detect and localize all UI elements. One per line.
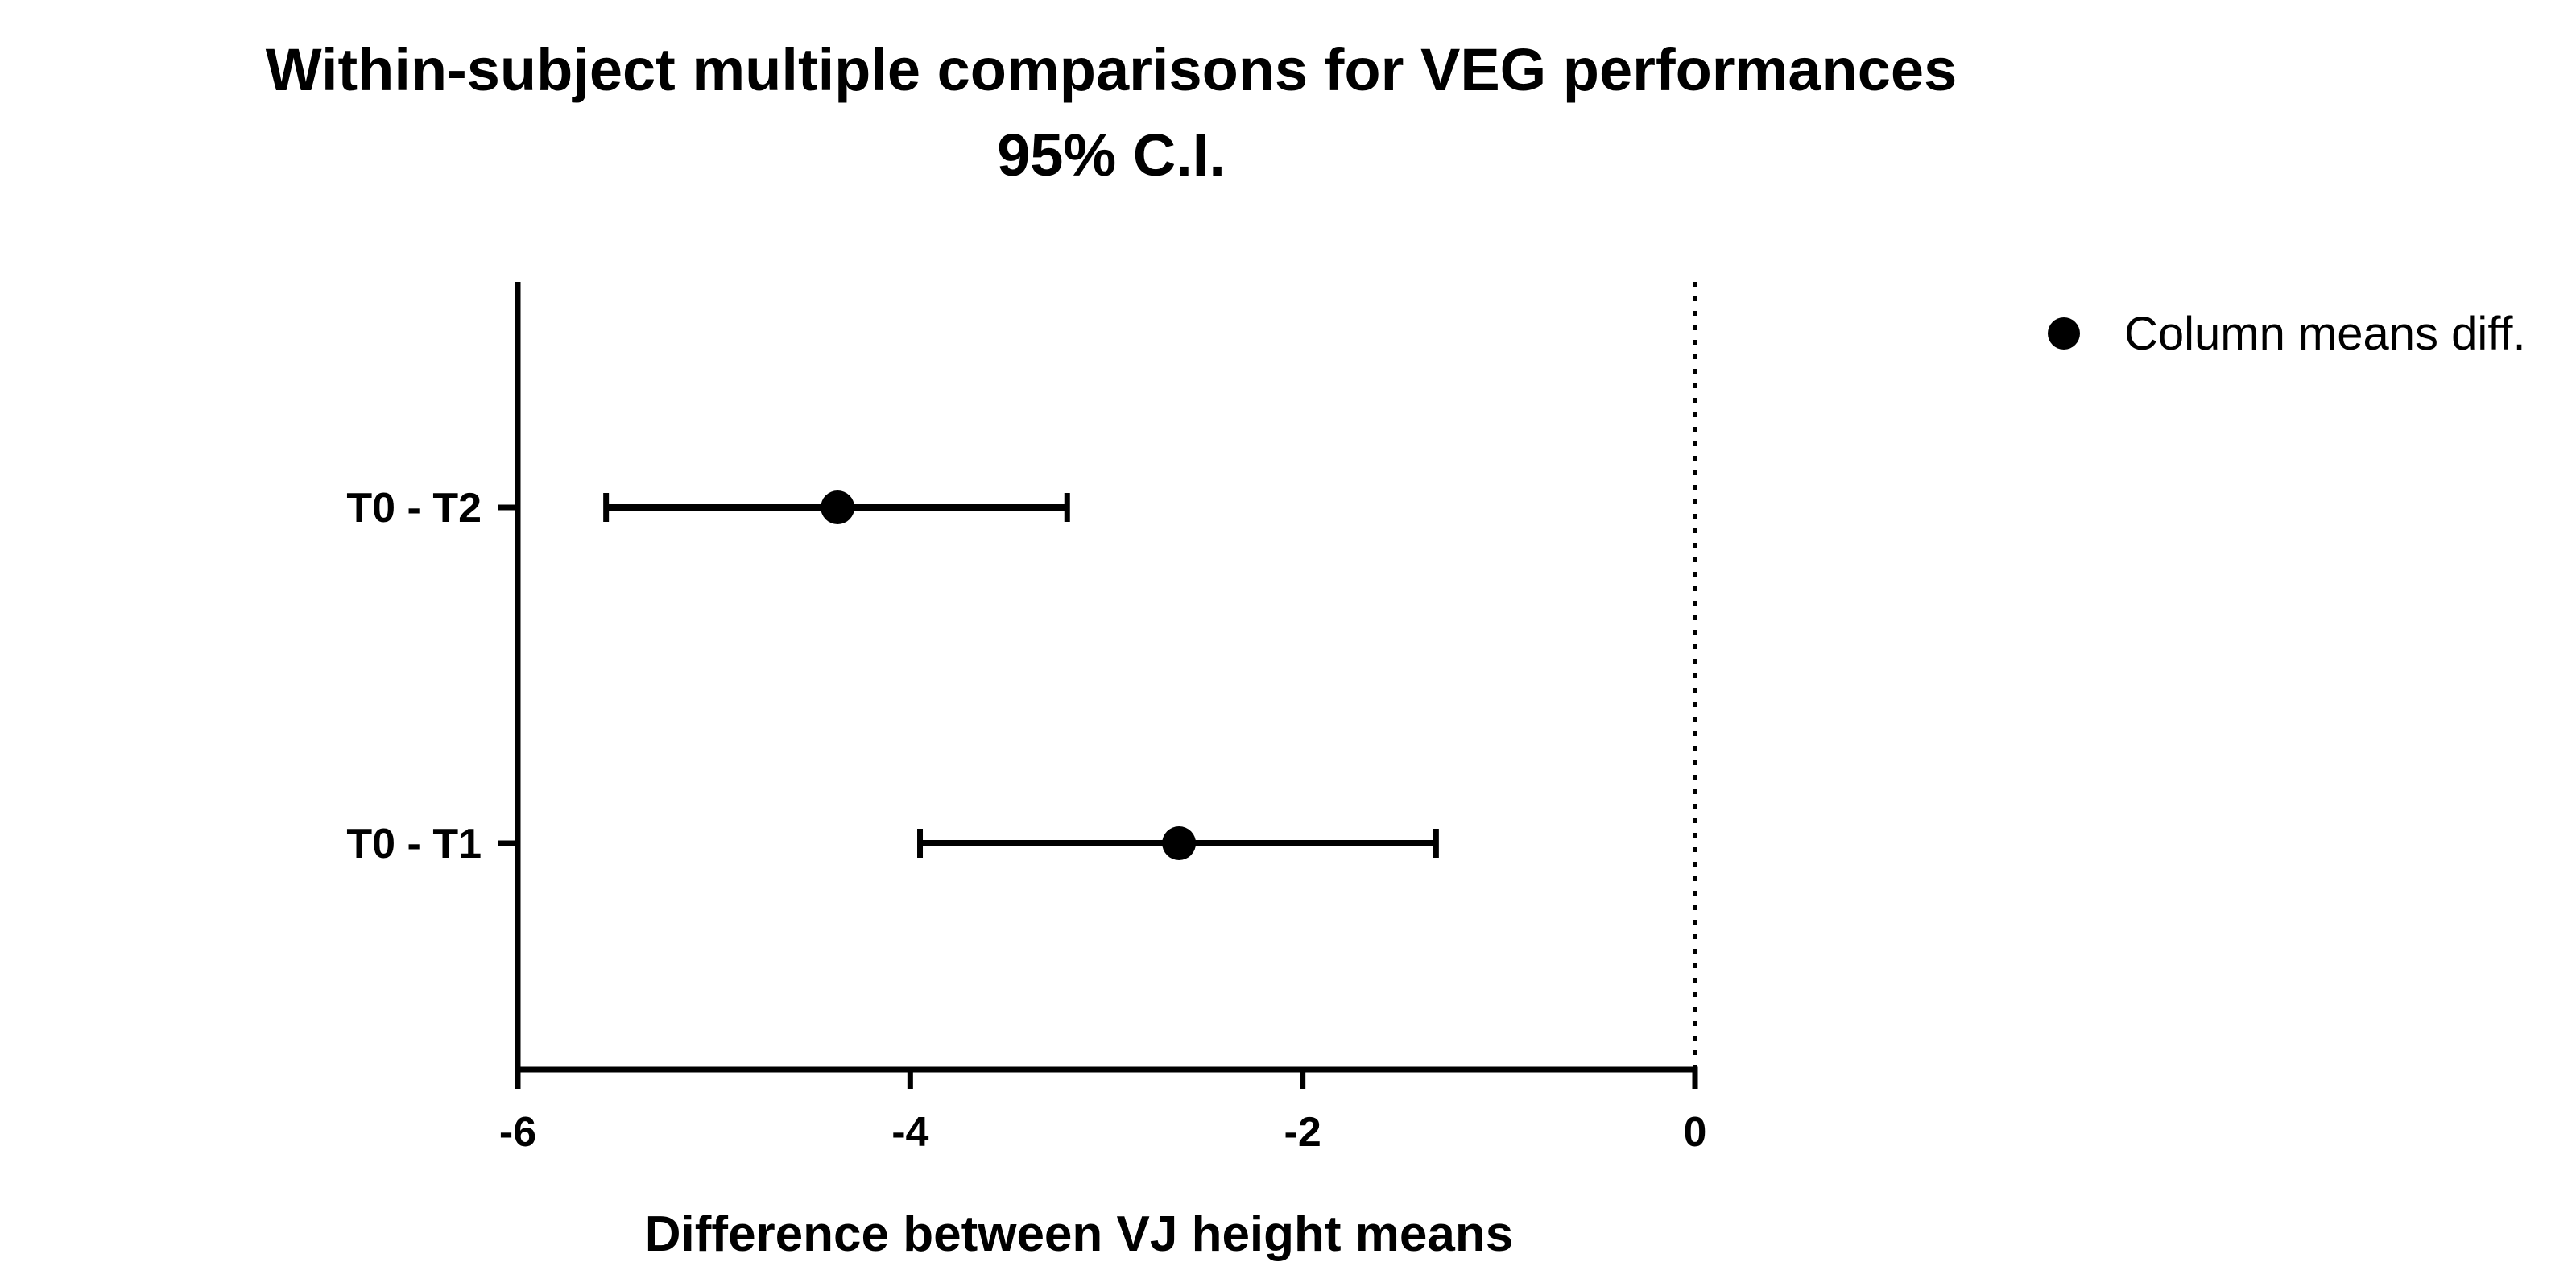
mean-point <box>821 490 855 524</box>
x-tick-label: -2 <box>1284 1109 1321 1156</box>
x-tick-label: 0 <box>1684 1109 1707 1156</box>
chart-subtitle: 95% C.I. <box>997 122 1226 188</box>
x-axis-label: Difference between VJ height means <box>645 1206 1513 1262</box>
x-tick-label: -4 <box>891 1109 928 1156</box>
y-tick-label: T0 - T2 <box>346 485 482 532</box>
chart-title: Within-subject multiple comparisons for … <box>266 36 1957 103</box>
x-tick-label: -6 <box>499 1109 536 1156</box>
mean-point <box>1162 826 1197 860</box>
legend-label: Column means diff. <box>2124 308 2526 360</box>
y-tick-label: T0 - T1 <box>346 821 482 867</box>
legend-marker <box>2048 317 2080 350</box>
legend: Column means diff. <box>2048 308 2526 360</box>
plot-area: -6 -4 -2 0 T0 - T2 T0 - T1 <box>346 282 1706 1156</box>
